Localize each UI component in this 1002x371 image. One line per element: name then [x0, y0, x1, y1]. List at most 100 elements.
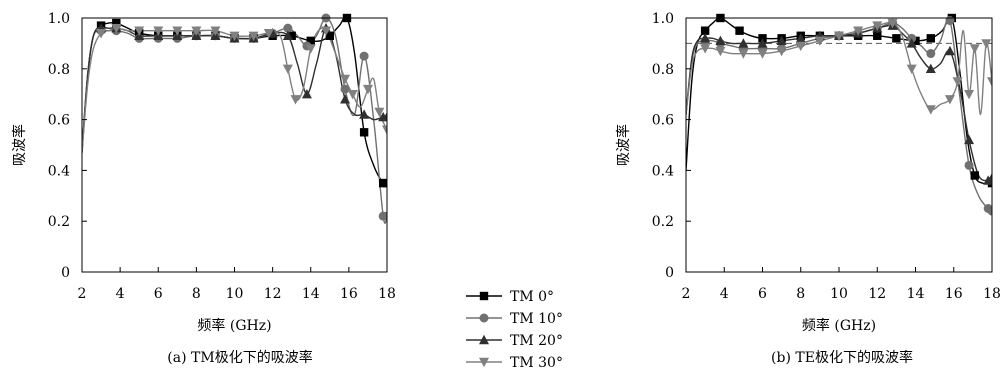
x-tick-label: 14 [907, 286, 925, 302]
data-point [969, 44, 980, 54]
data-point [191, 26, 202, 36]
y-tick-label: 1.0 [652, 11, 674, 27]
series-line-1 [82, 17, 387, 224]
x-tick-label: 10 [830, 286, 848, 302]
legend-marker [479, 313, 489, 323]
data-point [926, 34, 935, 43]
data-point [290, 95, 301, 105]
data-point [305, 44, 316, 54]
data-point [757, 49, 768, 59]
data-point [382, 111, 387, 122]
data-point [325, 31, 335, 40]
data-point [944, 95, 955, 105]
data-point [964, 90, 975, 100]
y-tick-label: 0 [61, 265, 70, 281]
x-tick-label: 14 [302, 286, 320, 302]
y-tick-label: 0 [665, 265, 674, 281]
y-axis-label: 吸波率 [615, 124, 632, 166]
data-point [96, 29, 107, 39]
data-point [340, 84, 350, 94]
x-tick-label: 16 [945, 286, 963, 302]
caption-te: (b) TE极化下的吸波率 [771, 349, 913, 366]
y-tick-label: 0.8 [652, 62, 674, 78]
data-point [382, 178, 387, 188]
data-point [872, 21, 883, 31]
data-point [382, 211, 387, 221]
data-point [987, 172, 992, 183]
x-tick-label: 4 [116, 286, 125, 302]
data-point [347, 90, 358, 100]
data-point [715, 35, 726, 46]
data-point [981, 39, 992, 49]
series-line-1 [686, 17, 992, 212]
data-point [700, 44, 711, 54]
data-point [715, 46, 726, 57]
data-point [926, 49, 936, 59]
data-point [987, 77, 992, 87]
data-point [340, 94, 351, 104]
x-tick-label: 10 [226, 286, 244, 302]
data-point [964, 134, 975, 145]
y-tick-label: 0.6 [48, 113, 70, 129]
data-point [906, 64, 917, 74]
data-point [795, 41, 806, 52]
x-tick-label: 12 [868, 286, 886, 302]
data-point [814, 36, 825, 47]
data-point [776, 46, 787, 57]
data-point [925, 105, 936, 115]
data-point [738, 49, 749, 59]
data-point [738, 38, 749, 48]
y-tick-label: 0.8 [48, 62, 70, 78]
legend-item: TM 30° [466, 355, 563, 371]
x-tick-label: 12 [264, 286, 282, 302]
plot-frame [685, 17, 993, 273]
data-point [263, 29, 274, 39]
y-tick-label: 1.0 [48, 11, 70, 27]
data-point [735, 26, 744, 35]
caption-tm: (a) TM极化下的吸波率 [167, 349, 312, 366]
legend-marker [479, 334, 489, 345]
series-line-2 [686, 24, 992, 182]
data-point [282, 30, 293, 40]
legend-item: TM 0° [466, 289, 554, 305]
data-point [210, 26, 221, 36]
data-point [906, 38, 917, 48]
legend-marker [479, 291, 489, 301]
x-tick-label: 8 [796, 286, 805, 302]
data-point [987, 206, 992, 216]
x-tick-label: 8 [192, 286, 201, 302]
data-point [282, 64, 293, 74]
data-point [340, 74, 351, 85]
legend: TM 0° TM 10° TM 20° TM 30° [466, 289, 563, 371]
x-tick-label: 18 [983, 286, 1001, 302]
legend-label: TM 30° [510, 355, 563, 371]
data-point [321, 26, 331, 36]
data-point [153, 26, 164, 36]
x-tick-label: 2 [78, 286, 87, 302]
data-point [892, 34, 901, 43]
y-axis-label: 吸波率 [11, 124, 28, 166]
x-tick-label: 6 [758, 286, 767, 302]
legend-marker [479, 357, 489, 368]
data-point [287, 31, 296, 40]
legend-item: TM 20° [466, 333, 563, 349]
data-point [382, 125, 387, 135]
data-point [853, 26, 864, 36]
x-tick-label: 18 [378, 286, 396, 302]
legend-label: TM 20° [510, 333, 563, 349]
x-tick-label: 4 [720, 286, 729, 302]
x-tick-label: 16 [340, 286, 358, 302]
data-point [374, 107, 385, 118]
data-point [776, 35, 787, 46]
chart-panel-tm: 2 4 6 8 10 12 14 16 18 0 0.2 0.4 0.6 0.8 1.0 频率 (GHz) 吸波… [11, 11, 396, 334]
data-point [944, 45, 955, 56]
plot-frame [81, 17, 388, 273]
y-tick-label: 0.2 [652, 214, 674, 230]
chart-panel-te: 2 4 6 8 10 12 14 16 18 0 0.2 0.4 0.6 0.8 1.0 频率 (GHz) 吸波… [615, 11, 1001, 334]
data-point [795, 33, 806, 43]
data-point [873, 31, 882, 40]
legend-label: TM 10° [510, 311, 563, 327]
series-line-0 [686, 15, 992, 185]
data-point [945, 16, 955, 26]
data-point [952, 77, 963, 87]
